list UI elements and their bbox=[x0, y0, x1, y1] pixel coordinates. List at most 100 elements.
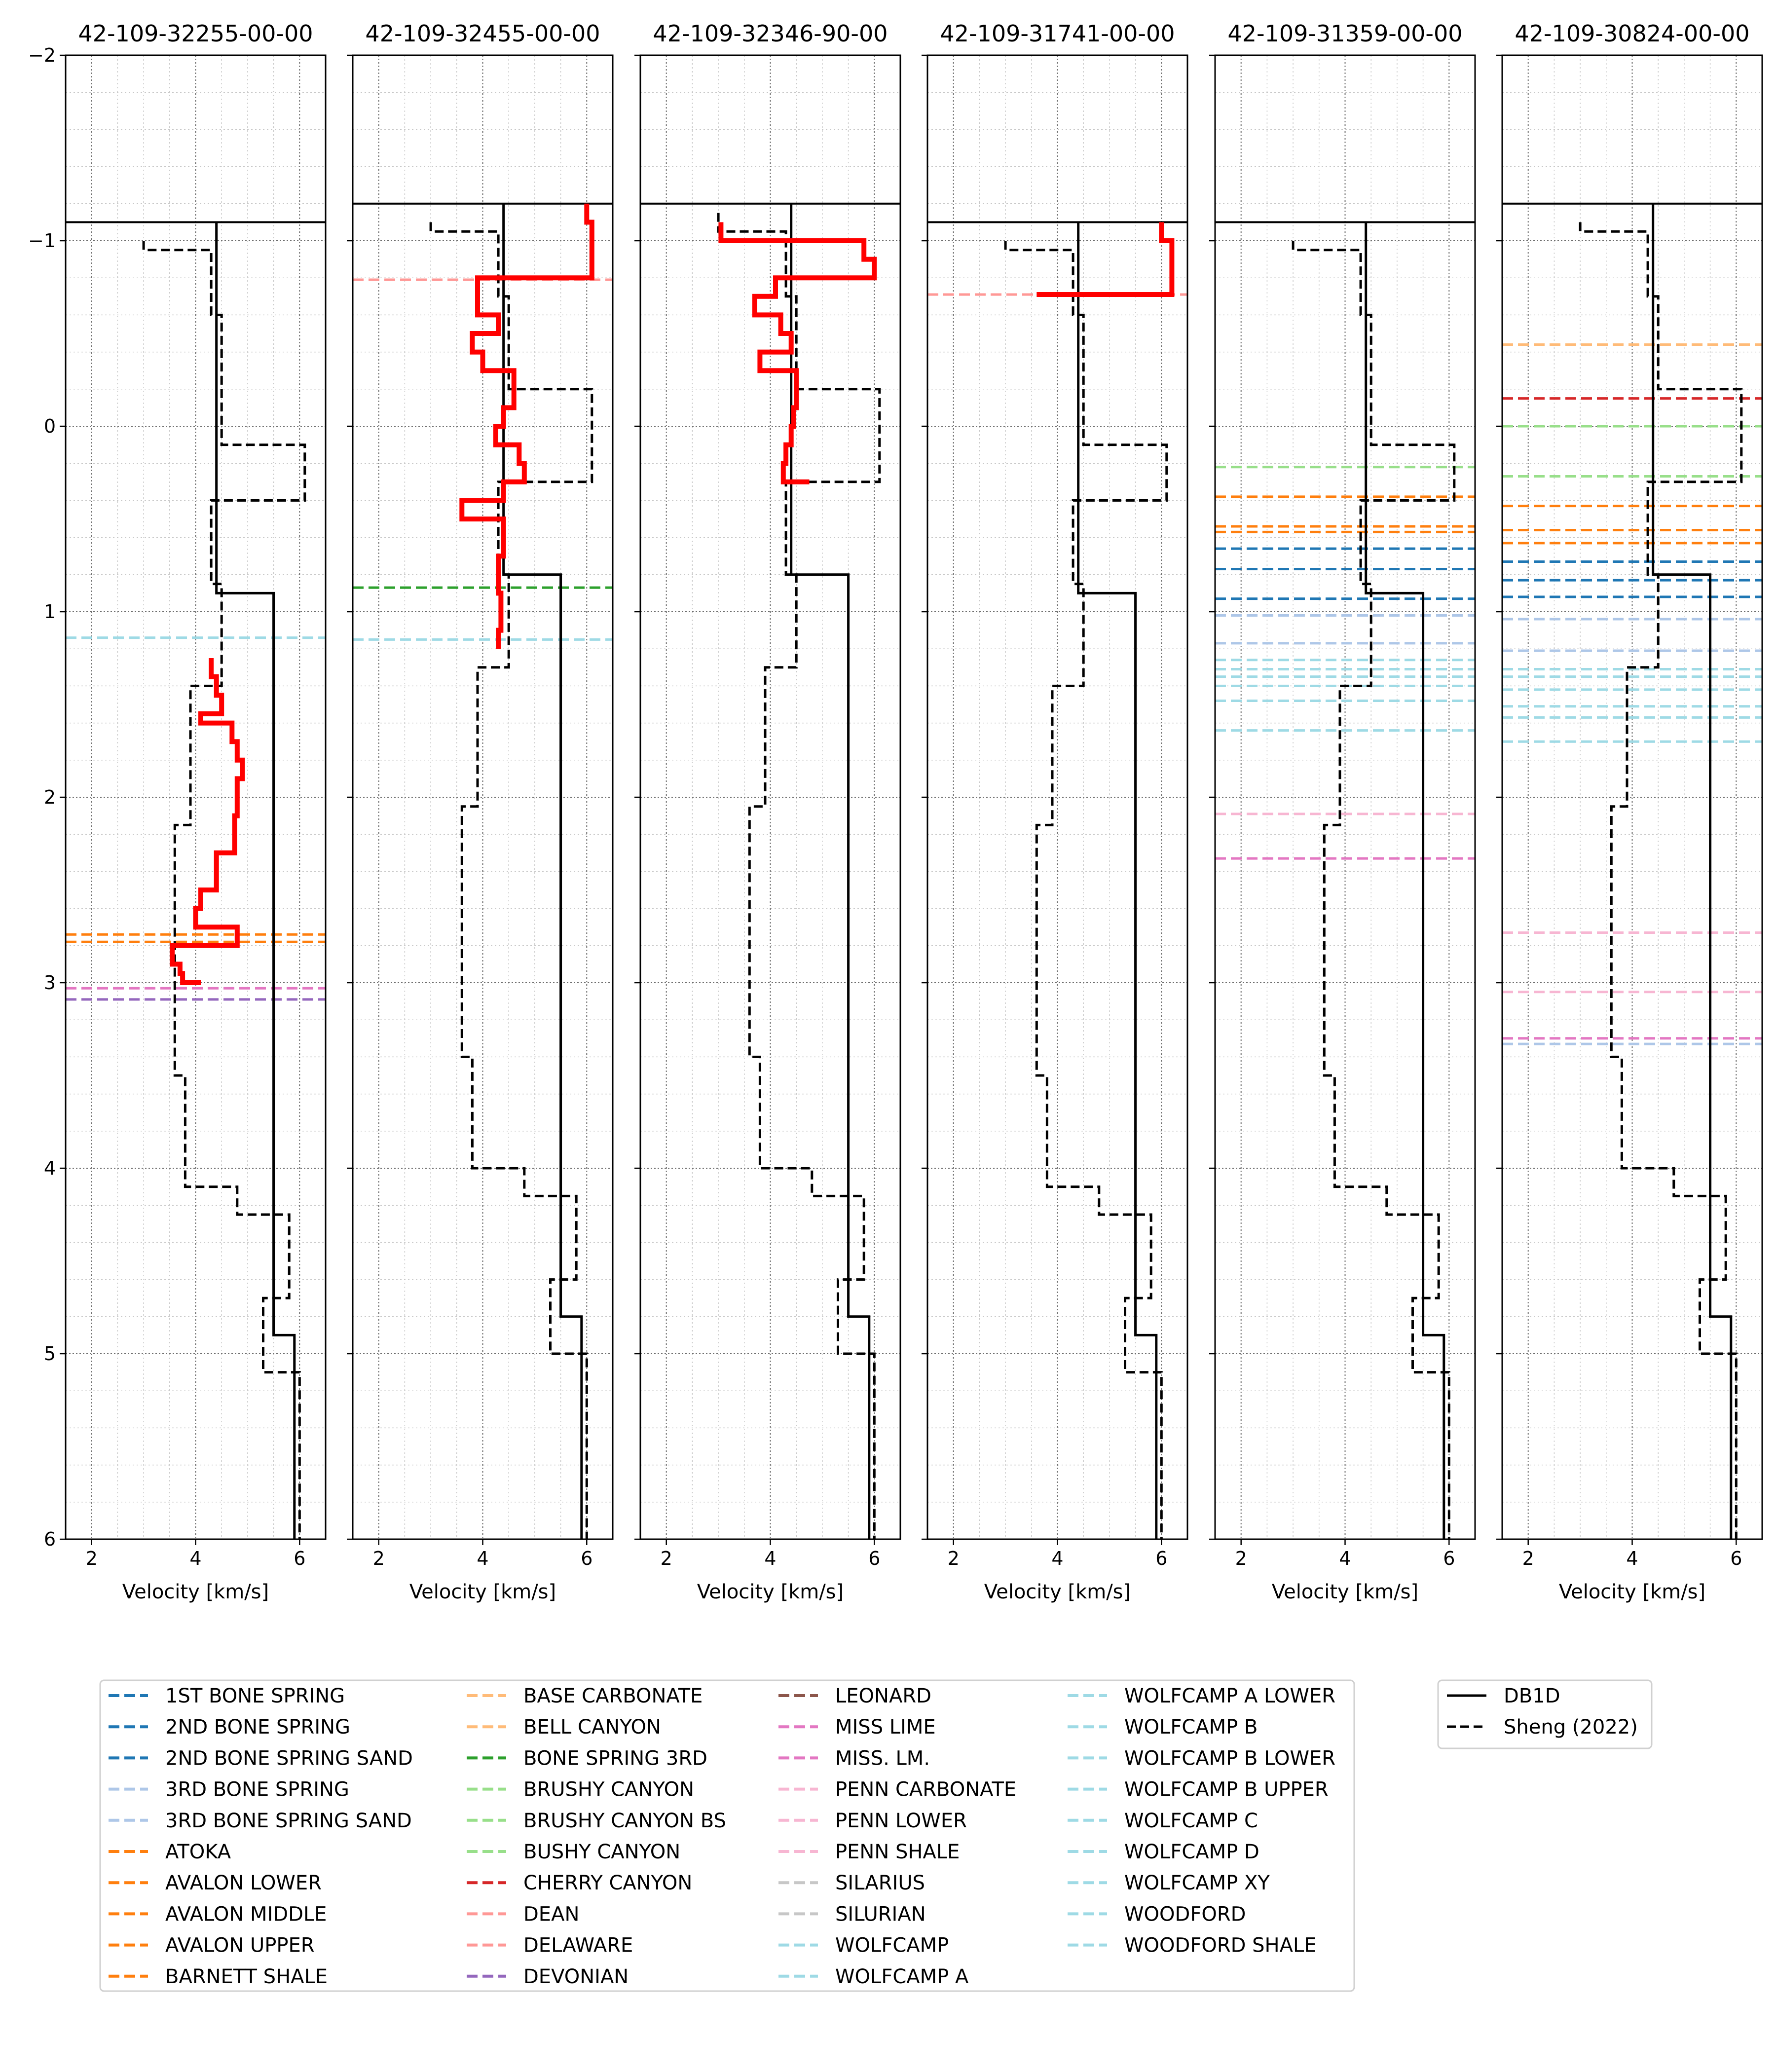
legend-label: BRUSHY CANYON BS bbox=[523, 1810, 726, 1832]
x-tick-label: 2 bbox=[86, 1548, 98, 1569]
legend-label: PENN LOWER bbox=[835, 1810, 967, 1832]
legend-label: DB1D bbox=[1504, 1685, 1560, 1707]
panel-4: 2 4 6 42-109-31741-00-00 Velocity [km/s] bbox=[922, 20, 1188, 1603]
formation-legend-item: 2ND BONE SPRING SAND bbox=[109, 1747, 413, 1770]
formation-tops bbox=[1215, 466, 1475, 860]
db1d-model-line bbox=[1365, 222, 1445, 1539]
model-legend-item: DB1D bbox=[1447, 1685, 1560, 1707]
formation-legend-item: WOLFCAMP D bbox=[1068, 1841, 1259, 1863]
legend-label: WOLFCAMP bbox=[835, 1934, 949, 1957]
major-grid bbox=[927, 55, 1187, 1540]
x-axis-label: Velocity [km/s] bbox=[697, 1581, 844, 1603]
legend-label: Sheng (2022) bbox=[1504, 1716, 1638, 1739]
y-tick-label: 6 bbox=[44, 1528, 56, 1550]
legend-label: CHERRY CANYON bbox=[523, 1872, 692, 1894]
formation-legend-item: WOLFCAMP A bbox=[778, 1965, 969, 1988]
x-tick-label: 4 bbox=[189, 1548, 201, 1569]
formation-legend-item: PENN LOWER bbox=[778, 1810, 967, 1832]
legend-label: PENN SHALE bbox=[835, 1841, 960, 1863]
formation-legend-frame bbox=[99, 1679, 1355, 1992]
y-tick-label: 2 bbox=[44, 786, 56, 808]
formation-legend-item: BUSHY CANYON bbox=[467, 1841, 680, 1863]
formation-legend-item: 1ST BONE SPRING bbox=[109, 1685, 345, 1707]
panel-title: 42-109-32455-00-00 bbox=[365, 20, 600, 47]
well-log-line bbox=[170, 658, 245, 985]
legend-label: ATOKA bbox=[165, 1841, 231, 1863]
formation-legend-item: AVALON UPPER bbox=[109, 1934, 315, 1957]
model-legend: DB1D Sheng (2022) bbox=[1437, 1679, 1653, 1749]
x-axis-label: Velocity [km/s] bbox=[984, 1581, 1131, 1603]
sheng-model-line bbox=[1004, 241, 1168, 1539]
formation-legend-item: BELL CANYON bbox=[467, 1716, 661, 1739]
db1d-model-line bbox=[502, 203, 583, 1539]
legend-label: BUSHY CANYON bbox=[523, 1841, 680, 1863]
legend-label: 1ST BONE SPRING bbox=[165, 1685, 345, 1707]
legend-label: AVALON MIDDLE bbox=[165, 1903, 327, 1925]
formation-legend-item: DELAWARE bbox=[467, 1934, 633, 1957]
formation-legend-item: BARNETT SHALE bbox=[109, 1965, 328, 1988]
legend-label: WOLFCAMP B LOWER bbox=[1124, 1747, 1335, 1770]
formation-legend-item: SILURIAN bbox=[778, 1903, 926, 1925]
legend-label: PENN CARBONATE bbox=[835, 1778, 1016, 1801]
formation-legend-item: WOLFCAMP C bbox=[1068, 1810, 1258, 1832]
formation-tops bbox=[1502, 343, 1762, 1045]
y-tick-label: −2 bbox=[28, 44, 56, 66]
formation-legend-item: WOODFORD bbox=[1068, 1903, 1246, 1925]
x-tick-label: 4 bbox=[477, 1548, 488, 1569]
panel-title: 42-109-30824-00-00 bbox=[1515, 20, 1749, 47]
legend-label: WOLFCAMP D bbox=[1124, 1841, 1259, 1863]
x-axis-label: Velocity [km/s] bbox=[409, 1581, 556, 1603]
x-tick-label: 6 bbox=[868, 1548, 880, 1569]
legend-label: WOLFCAMP A bbox=[835, 1965, 969, 1988]
legend-label: AVALON LOWER bbox=[165, 1872, 322, 1894]
panel-2: 2 4 6 42-109-32455-00-00 Velocity [km/s] bbox=[347, 20, 614, 1603]
legend-label: WOODFORD bbox=[1124, 1903, 1246, 1925]
panel-title: 42-109-31359-00-00 bbox=[1227, 20, 1462, 47]
formation-legend-item: WOLFCAMP B bbox=[1068, 1716, 1258, 1739]
formation-legend-item: LEONARD bbox=[778, 1685, 931, 1707]
panel-6: 2 4 6 42-109-30824-00-00 Velocity [km/s] bbox=[1496, 20, 1763, 1603]
formation-legend-item: MISS. LM. bbox=[778, 1747, 930, 1770]
formation-legend-item: BRUSHY CANYON bbox=[467, 1778, 694, 1801]
well-log-line bbox=[1036, 222, 1175, 297]
formation-legend-item: DEVONIAN bbox=[467, 1965, 629, 1988]
x-tick-label: 4 bbox=[1051, 1548, 1063, 1569]
panel-5: 2 4 6 42-109-31359-00-00 Velocity [km/s] bbox=[1209, 20, 1476, 1603]
y-tick-label: 0 bbox=[44, 415, 56, 437]
legend-label: DEAN bbox=[523, 1903, 579, 1925]
panel-title: 42-109-31741-00-00 bbox=[940, 20, 1175, 47]
db1d-model-line bbox=[1652, 203, 1733, 1539]
x-tick-label: 2 bbox=[661, 1548, 672, 1569]
sheng-model-line bbox=[1292, 241, 1456, 1539]
legend-label: DEVONIAN bbox=[523, 1965, 629, 1988]
y-tick-label: 5 bbox=[44, 1343, 56, 1365]
y-tick-label: 4 bbox=[44, 1157, 56, 1179]
formation-legend-item: PENN SHALE bbox=[778, 1841, 960, 1863]
formation-legend-item: DEAN bbox=[467, 1903, 579, 1925]
formation-tops bbox=[66, 636, 326, 1001]
legend-label: BRUSHY CANYON bbox=[523, 1778, 694, 1801]
legend-label: WOLFCAMP XY bbox=[1124, 1872, 1270, 1894]
formation-legend-item: WOLFCAMP B UPPER bbox=[1068, 1778, 1329, 1801]
sheng-model-line bbox=[1579, 222, 1743, 1539]
formation-legend-item: AVALON LOWER bbox=[109, 1872, 322, 1894]
panel-title: 42-109-32255-00-00 bbox=[78, 20, 313, 47]
formation-legend-item: AVALON MIDDLE bbox=[109, 1903, 327, 1925]
panels: 2 4 6 −2 −1 0 1 2 3 4 5 6 42-109-32255-00-00 Velocity… bbox=[28, 20, 1763, 1603]
legend-label: 3RD BONE SPRING bbox=[165, 1778, 349, 1801]
legend-label: SILURIAN bbox=[835, 1903, 926, 1925]
formation-legend-item: WOODFORD SHALE bbox=[1068, 1934, 1317, 1957]
formation-legend-item: ATOKA bbox=[109, 1841, 231, 1863]
x-tick-label: 2 bbox=[373, 1548, 385, 1569]
x-axis-label: Velocity [km/s] bbox=[1559, 1581, 1705, 1603]
x-tick-label: 4 bbox=[1339, 1548, 1351, 1569]
x-tick-label: 2 bbox=[1235, 1548, 1247, 1569]
legend-label: DELAWARE bbox=[523, 1934, 633, 1957]
major-grid bbox=[640, 55, 900, 1540]
legend-label: WOLFCAMP A LOWER bbox=[1124, 1685, 1335, 1707]
y-tick-label: 1 bbox=[44, 601, 56, 623]
legend-label: AVALON UPPER bbox=[165, 1934, 315, 1957]
x-tick-label: 4 bbox=[764, 1548, 776, 1569]
x-tick-label: 2 bbox=[948, 1548, 960, 1569]
formation-legend-item: SILARIUS bbox=[778, 1872, 925, 1894]
